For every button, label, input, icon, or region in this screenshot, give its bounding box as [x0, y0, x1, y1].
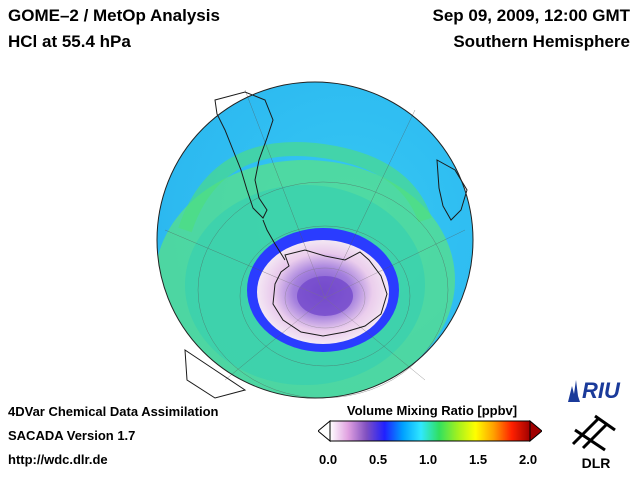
- riu-logo: RIU: [568, 378, 621, 403]
- colorbar-min-arrow: [318, 420, 331, 442]
- africa-outline: [436, 159, 468, 221]
- colorbar-tick-1: 0.5: [369, 452, 388, 467]
- graticule: [164, 89, 466, 399]
- riu-logo-mark: [568, 380, 580, 402]
- dlr-logo-text: DLR: [582, 455, 611, 471]
- colorbar-tick-0: 0.0: [319, 452, 338, 467]
- hemisphere-label: Southern Hemisphere: [453, 32, 630, 51]
- map-date: Sep 09, 2009, 12:00 GMT: [432, 6, 631, 25]
- antarctica-outline: [272, 249, 388, 337]
- map-subtitle: HCl at 55.4 hPa: [8, 32, 131, 51]
- globe-rim: [156, 81, 474, 399]
- website-link[interactable]: http://wdc.dlr.de: [8, 452, 108, 467]
- south-america-outline: [214, 91, 274, 219]
- australia-outline: [184, 349, 247, 399]
- globe-map: [156, 81, 474, 399]
- green-streak: [178, 142, 432, 233]
- coastlines: [184, 91, 468, 399]
- riu-logo-text: RIU: [582, 378, 621, 403]
- map-title: GOME–2 / MetOp Analysis: [8, 6, 220, 25]
- version-label: SACADA Version 1.7: [8, 428, 136, 443]
- colorbar-tick-2: 1.0: [419, 452, 438, 467]
- colorbar-title: Volume Mixing Ratio [ppbv]: [346, 403, 518, 418]
- colorbar-max-arrow: [529, 420, 542, 442]
- assimilation-label: 4DVar Chemical Data Assimilation: [8, 404, 219, 419]
- colorbar: [318, 420, 542, 442]
- vortex-center: [297, 276, 353, 316]
- dlr-logo-mark: [571, 414, 616, 452]
- colorbar-tick-3: 1.5: [469, 452, 488, 467]
- colorbar-scale: [329, 420, 531, 442]
- dlr-logo: DLR: [571, 414, 616, 471]
- colorbar-tick-4: 2.0: [519, 452, 538, 467]
- antarctic-peninsula: [262, 219, 286, 261]
